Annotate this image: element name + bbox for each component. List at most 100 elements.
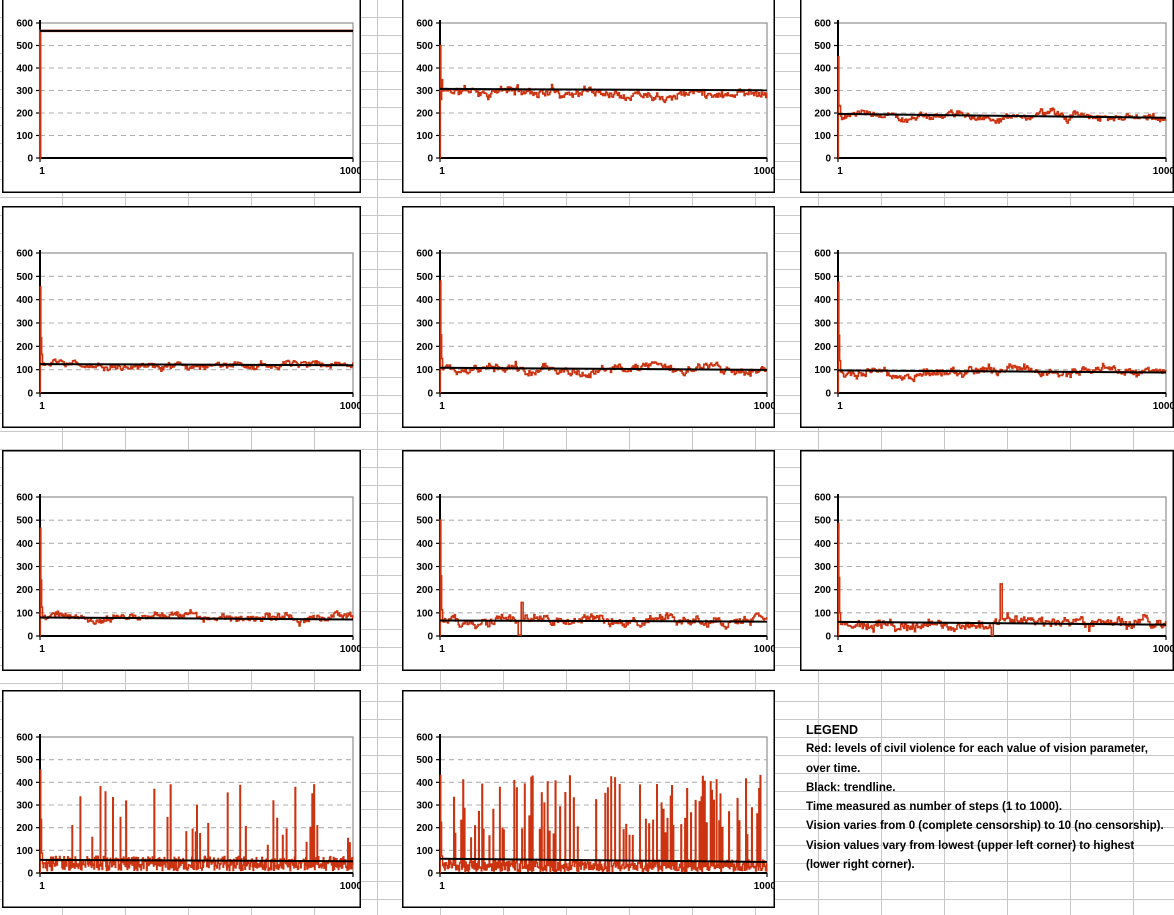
series-line-civil-violence bbox=[837, 522, 1167, 637]
chart-vision-9[interactable]: 0 100 200 300 400 500 600 1 1000 bbox=[2, 690, 361, 908]
chart-svg: 0 100 200 300 400 500 600 1 1000 bbox=[2, 0, 361, 193]
chart-svg: 0 100 200 300 400 500 600 1 1000 bbox=[402, 0, 775, 193]
y-tick-label: 300 bbox=[416, 801, 433, 812]
legend-line: Time measured as number of steps (1 to 1… bbox=[806, 801, 1063, 814]
y-tick-label: 600 bbox=[16, 733, 33, 744]
chart-svg: 0 100 200 300 400 500 600 1 1000 bbox=[800, 0, 1174, 193]
y-tick-label: 400 bbox=[16, 778, 33, 789]
legend-block: LEGEND Red: levels of civil violence for… bbox=[806, 721, 1174, 875]
y-tick-label: 400 bbox=[416, 64, 433, 75]
chart-vision-4[interactable]: 0 100 200 300 400 500 600 1 1000 bbox=[402, 206, 775, 428]
y-tick-label: 300 bbox=[416, 86, 433, 97]
y-tick-label: 400 bbox=[16, 295, 33, 306]
y-tick-label: 0 bbox=[27, 869, 33, 880]
trendline bbox=[439, 857, 768, 863]
y-tick-label: 400 bbox=[814, 64, 831, 75]
chart-vision-3[interactable]: 0 100 200 300 400 500 600 1 1000 bbox=[2, 206, 361, 428]
y-tick-label: 600 bbox=[416, 249, 433, 260]
chart-vision-8[interactable]: 0 100 200 300 400 500 600 1 1000 bbox=[800, 450, 1174, 671]
trendline bbox=[439, 366, 768, 371]
trendline bbox=[39, 363, 354, 367]
y-tick-label: 400 bbox=[814, 295, 831, 306]
y-tick-label: 0 bbox=[427, 154, 433, 165]
y-tick-label: 400 bbox=[16, 539, 33, 550]
x-tick-label: 1 bbox=[39, 401, 45, 412]
legend-line: over time. bbox=[806, 762, 861, 775]
trendline bbox=[439, 87, 768, 92]
trendline bbox=[39, 616, 354, 621]
x-tick-label: 1 bbox=[439, 881, 445, 892]
chart-vision-2[interactable]: 0 100 200 300 400 500 600 1 1000 bbox=[800, 0, 1174, 193]
legend-line: Red: levels of civil violence for each v… bbox=[806, 743, 1148, 756]
y-tick-label: 500 bbox=[814, 272, 831, 283]
y-tick-label: 0 bbox=[27, 632, 33, 643]
y-tick-label: 100 bbox=[814, 131, 831, 142]
chart-svg: 0 100 200 300 400 500 600 1 1000 bbox=[402, 450, 775, 671]
legend-line: Vision varies from 0 (complete censorshi… bbox=[806, 820, 1164, 833]
x-tick-label: 1 bbox=[837, 401, 843, 412]
y-tick-label: 300 bbox=[16, 319, 33, 330]
y-tick-label: 600 bbox=[814, 19, 831, 30]
chart-svg: 0 100 200 300 400 500 600 1 1000 bbox=[402, 690, 775, 908]
y-tick-label: 100 bbox=[16, 608, 33, 619]
y-tick-label: 100 bbox=[814, 608, 831, 619]
chart-vision-10[interactable]: 0 100 200 300 400 500 600 1 1000 bbox=[402, 690, 775, 908]
y-tick-label: 100 bbox=[416, 846, 433, 857]
y-tick-label: 400 bbox=[814, 539, 831, 550]
y-tick-label: 100 bbox=[416, 131, 433, 142]
y-tick-label: 0 bbox=[825, 154, 831, 165]
y-tick-label: 600 bbox=[814, 493, 831, 504]
y-tick-label: 500 bbox=[814, 41, 831, 52]
x-tick-label: 1 bbox=[39, 881, 45, 892]
y-tick-label: 600 bbox=[416, 733, 433, 744]
chart-svg: 0 100 200 300 400 500 600 1 1000 bbox=[2, 690, 361, 908]
y-tick-label: 300 bbox=[814, 562, 831, 573]
x-tick-label: 1 bbox=[439, 166, 445, 177]
y-tick-label: 500 bbox=[416, 41, 433, 52]
y-tick-label: 200 bbox=[814, 585, 831, 596]
y-tick-label: 400 bbox=[416, 778, 433, 789]
y-tick-label: 200 bbox=[16, 823, 33, 834]
x-tick-label: 1000 bbox=[1153, 166, 1174, 177]
y-tick-label: 0 bbox=[427, 389, 433, 400]
y-tick-label: 500 bbox=[16, 516, 33, 527]
y-tick-label: 100 bbox=[16, 846, 33, 857]
y-tick-label: 0 bbox=[27, 389, 33, 400]
y-tick-label: 300 bbox=[814, 86, 831, 97]
y-tick-label: 500 bbox=[16, 272, 33, 283]
x-tick-label: 1000 bbox=[1153, 644, 1174, 655]
series-line-civil-violence bbox=[39, 527, 354, 637]
series-line-civil-violence bbox=[39, 769, 354, 874]
y-tick-label: 400 bbox=[416, 295, 433, 306]
x-tick-label: 1000 bbox=[340, 166, 361, 177]
y-tick-label: 500 bbox=[814, 516, 831, 527]
x-tick-label: 1000 bbox=[754, 166, 775, 177]
y-tick-label: 300 bbox=[16, 86, 33, 97]
chart-vision-1[interactable]: 0 100 200 300 400 500 600 1 1000 bbox=[402, 0, 775, 193]
x-tick-label: 1000 bbox=[340, 401, 361, 412]
trendline bbox=[39, 858, 354, 863]
y-tick-label: 600 bbox=[16, 19, 33, 30]
y-tick-label: 100 bbox=[16, 131, 33, 142]
y-tick-label: 600 bbox=[814, 249, 831, 260]
y-tick-label: 300 bbox=[416, 319, 433, 330]
chart-vision-6[interactable]: 0 100 200 300 400 500 600 1 1000 bbox=[2, 450, 361, 671]
series-line-civil-violence bbox=[439, 774, 768, 874]
trendline bbox=[837, 369, 1167, 374]
x-tick-label: 1000 bbox=[340, 881, 361, 892]
trendline bbox=[837, 112, 1167, 119]
y-tick-label: 500 bbox=[416, 755, 433, 766]
y-tick-label: 200 bbox=[416, 342, 433, 353]
x-tick-label: 1 bbox=[39, 166, 45, 177]
chart-vision-5[interactable]: 0 100 200 300 400 500 600 1 1000 bbox=[800, 206, 1174, 428]
chart-vision-0[interactable]: 0 100 200 300 400 500 600 1 1000 bbox=[2, 0, 361, 193]
chart-vision-7[interactable]: 0 100 200 300 400 500 600 1 1000 bbox=[402, 450, 775, 671]
x-tick-label: 1000 bbox=[754, 401, 775, 412]
chart-svg: 0 100 200 300 400 500 600 1 1000 bbox=[800, 206, 1174, 428]
trendline bbox=[837, 620, 1167, 626]
y-tick-label: 200 bbox=[16, 342, 33, 353]
y-tick-label: 600 bbox=[416, 19, 433, 30]
x-tick-label: 1000 bbox=[1153, 401, 1174, 412]
chart-svg: 0 100 200 300 400 500 600 1 1000 bbox=[402, 206, 775, 428]
y-tick-label: 300 bbox=[814, 319, 831, 330]
